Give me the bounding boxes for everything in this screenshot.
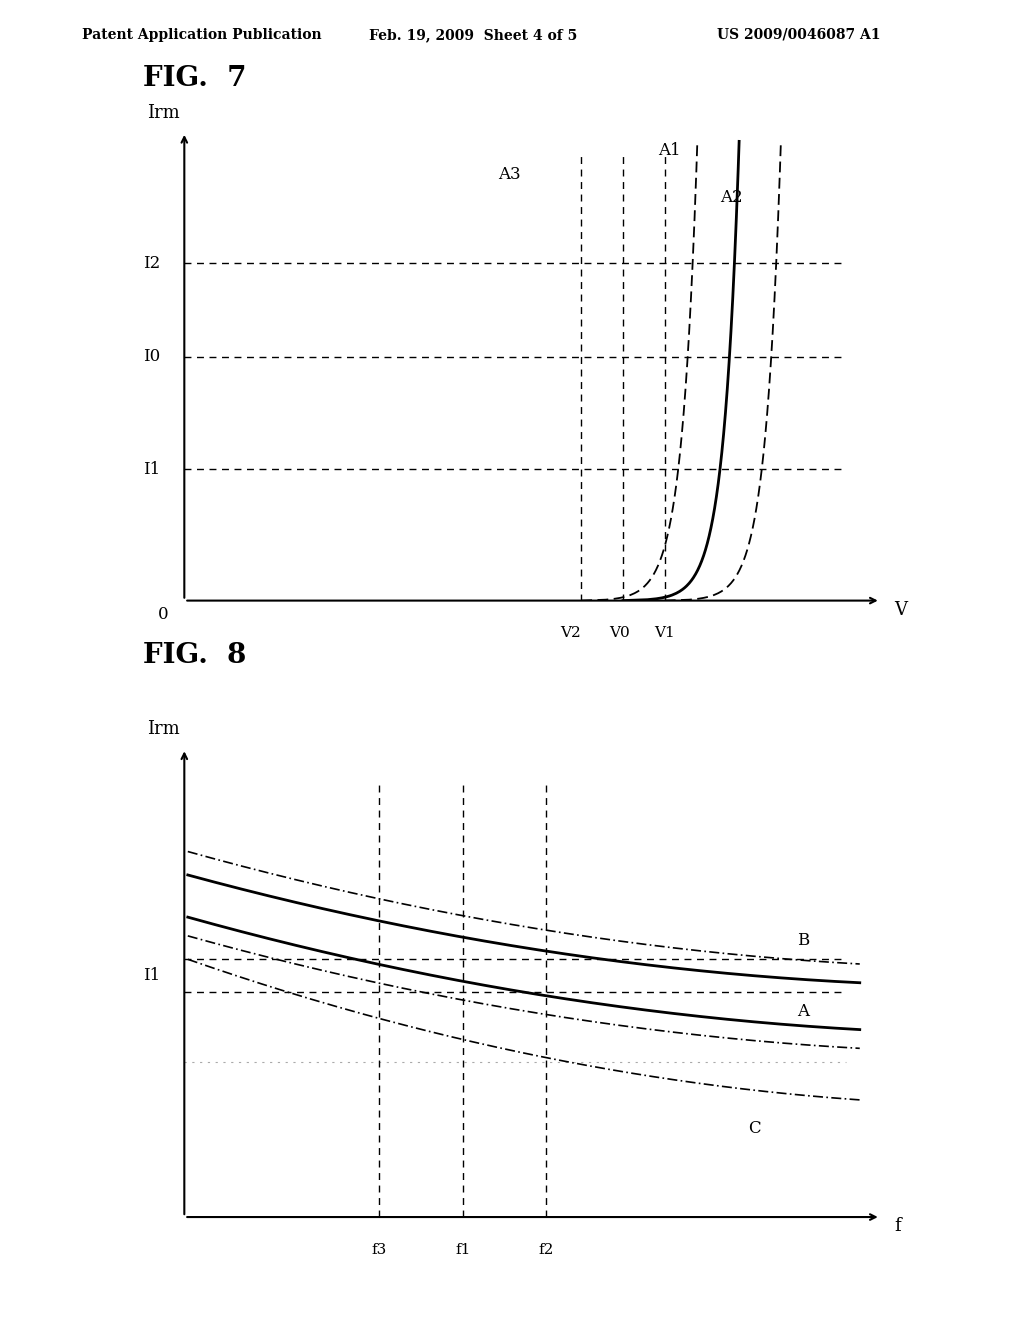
- Text: Patent Application Publication: Patent Application Publication: [82, 28, 322, 42]
- Text: f3: f3: [372, 1243, 387, 1257]
- Text: I2: I2: [142, 255, 160, 272]
- Text: C: C: [749, 1119, 761, 1137]
- Text: f2: f2: [539, 1243, 554, 1257]
- Text: 0: 0: [158, 606, 169, 623]
- Text: f1: f1: [455, 1243, 471, 1257]
- Text: I1: I1: [142, 461, 160, 478]
- Text: FIG.  7: FIG. 7: [143, 65, 247, 92]
- Text: FIG.  8: FIG. 8: [143, 642, 247, 669]
- Text: f: f: [895, 1217, 901, 1236]
- Text: B: B: [797, 932, 809, 949]
- Text: A2: A2: [721, 189, 743, 206]
- Text: V0: V0: [609, 627, 630, 640]
- Text: V: V: [895, 601, 907, 619]
- Text: Feb. 19, 2009  Sheet 4 of 5: Feb. 19, 2009 Sheet 4 of 5: [369, 28, 577, 42]
- Text: I1: I1: [142, 968, 160, 985]
- Text: US 2009/0046087 A1: US 2009/0046087 A1: [717, 28, 881, 42]
- Text: V2: V2: [560, 627, 582, 640]
- Text: A1: A1: [657, 143, 680, 160]
- Text: A: A: [797, 1003, 809, 1019]
- Text: I0: I0: [142, 348, 160, 366]
- Text: A3: A3: [498, 166, 520, 183]
- Text: Irm: Irm: [147, 721, 180, 738]
- Text: Irm: Irm: [147, 104, 180, 121]
- Text: V1: V1: [654, 627, 675, 640]
